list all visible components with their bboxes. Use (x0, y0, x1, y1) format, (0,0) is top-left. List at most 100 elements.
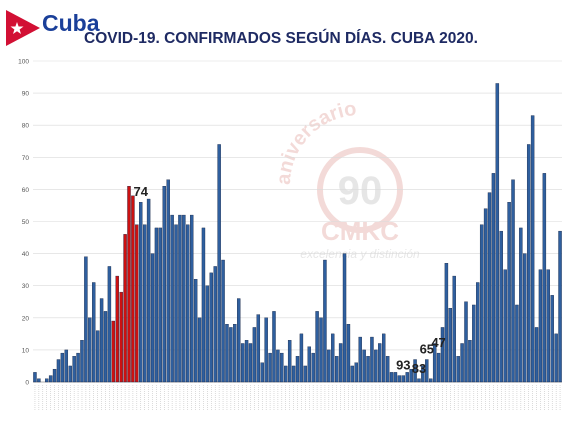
y-tick-label: 30 (22, 283, 30, 290)
bar (334, 356, 339, 383)
bar (276, 349, 280, 383)
bar (111, 320, 116, 383)
bar (366, 356, 370, 383)
y-tick-label: 40 (22, 251, 30, 258)
bar (135, 224, 139, 383)
bar (72, 356, 76, 383)
bar (382, 333, 386, 383)
bar (237, 298, 241, 383)
bar (354, 362, 358, 383)
bar (319, 317, 323, 383)
bar (409, 368, 413, 383)
bar (260, 362, 264, 383)
bar (178, 214, 182, 383)
bar (456, 356, 460, 383)
brand-name: Cuba (42, 10, 100, 36)
bar (393, 372, 398, 383)
bar (495, 83, 500, 383)
bar (272, 311, 276, 383)
bar (189, 214, 194, 383)
bar (217, 144, 221, 383)
bar (417, 378, 421, 383)
bar (507, 202, 511, 383)
bar (287, 340, 292, 383)
y-tick-label: 70 (22, 155, 30, 162)
bar (201, 227, 206, 383)
bar (370, 336, 374, 383)
data-label: 74 (134, 184, 149, 199)
bar (511, 179, 515, 383)
bar (378, 343, 382, 383)
bar (483, 208, 488, 383)
bar (150, 253, 155, 383)
bar (154, 227, 159, 383)
bar (464, 301, 468, 383)
bar (127, 186, 131, 383)
bar (429, 378, 433, 383)
bar (342, 253, 347, 383)
bar (440, 327, 445, 383)
bar (52, 368, 57, 383)
bar (221, 259, 225, 383)
y-tick-label: 100 (18, 59, 29, 66)
watermark-logo: CMKC (321, 216, 399, 246)
bar (362, 349, 366, 383)
y-tick-label: 60 (22, 187, 30, 194)
bar (405, 372, 409, 383)
bar (472, 304, 476, 383)
bar (240, 343, 245, 383)
bar (550, 295, 554, 383)
bar (76, 352, 80, 383)
bar (295, 356, 300, 383)
bar (45, 378, 49, 383)
bar (327, 349, 331, 383)
bar (186, 224, 190, 383)
y-tick-label: 10 (22, 347, 30, 354)
bar (350, 365, 355, 383)
bar (64, 349, 69, 383)
flag-star-icon (10, 22, 24, 34)
bar (460, 343, 464, 383)
bar (225, 324, 229, 383)
bar (487, 192, 492, 383)
bar (103, 311, 108, 383)
bar (476, 282, 480, 383)
y-tick-label: 50 (22, 219, 30, 226)
bar (229, 327, 233, 383)
bar (197, 317, 202, 383)
bar (523, 253, 527, 383)
chart-title: COVID-19. CONFIRMADOS SEGÚN DÍAS. CUBA 2… (84, 30, 478, 47)
bar (256, 314, 261, 383)
bar (421, 365, 425, 383)
bar (448, 307, 453, 383)
bar (323, 259, 327, 383)
bar (209, 272, 213, 383)
bar (244, 340, 249, 383)
bar (248, 343, 253, 383)
bar (119, 291, 123, 383)
bar (99, 298, 104, 383)
bar (33, 372, 37, 383)
y-tick-label: 20 (22, 315, 30, 322)
bar (233, 324, 237, 383)
bar (139, 202, 143, 383)
bar (68, 365, 72, 383)
bar (346, 324, 351, 383)
bar (213, 266, 217, 383)
bar (358, 336, 362, 383)
bar (48, 375, 53, 383)
bar (56, 359, 61, 383)
bar (280, 352, 284, 383)
bar (315, 311, 319, 383)
bar (468, 340, 472, 383)
y-tick-label: 90 (22, 91, 30, 98)
bar (311, 352, 315, 383)
bar (558, 230, 562, 383)
bar (193, 279, 198, 383)
data-label: 93 (396, 358, 410, 373)
bar (291, 365, 296, 383)
bar (95, 330, 100, 383)
bar (538, 269, 543, 383)
bar (432, 343, 437, 383)
anniversary-watermark: aniversario 90 CMKC excelencia y distinc… (273, 98, 420, 261)
